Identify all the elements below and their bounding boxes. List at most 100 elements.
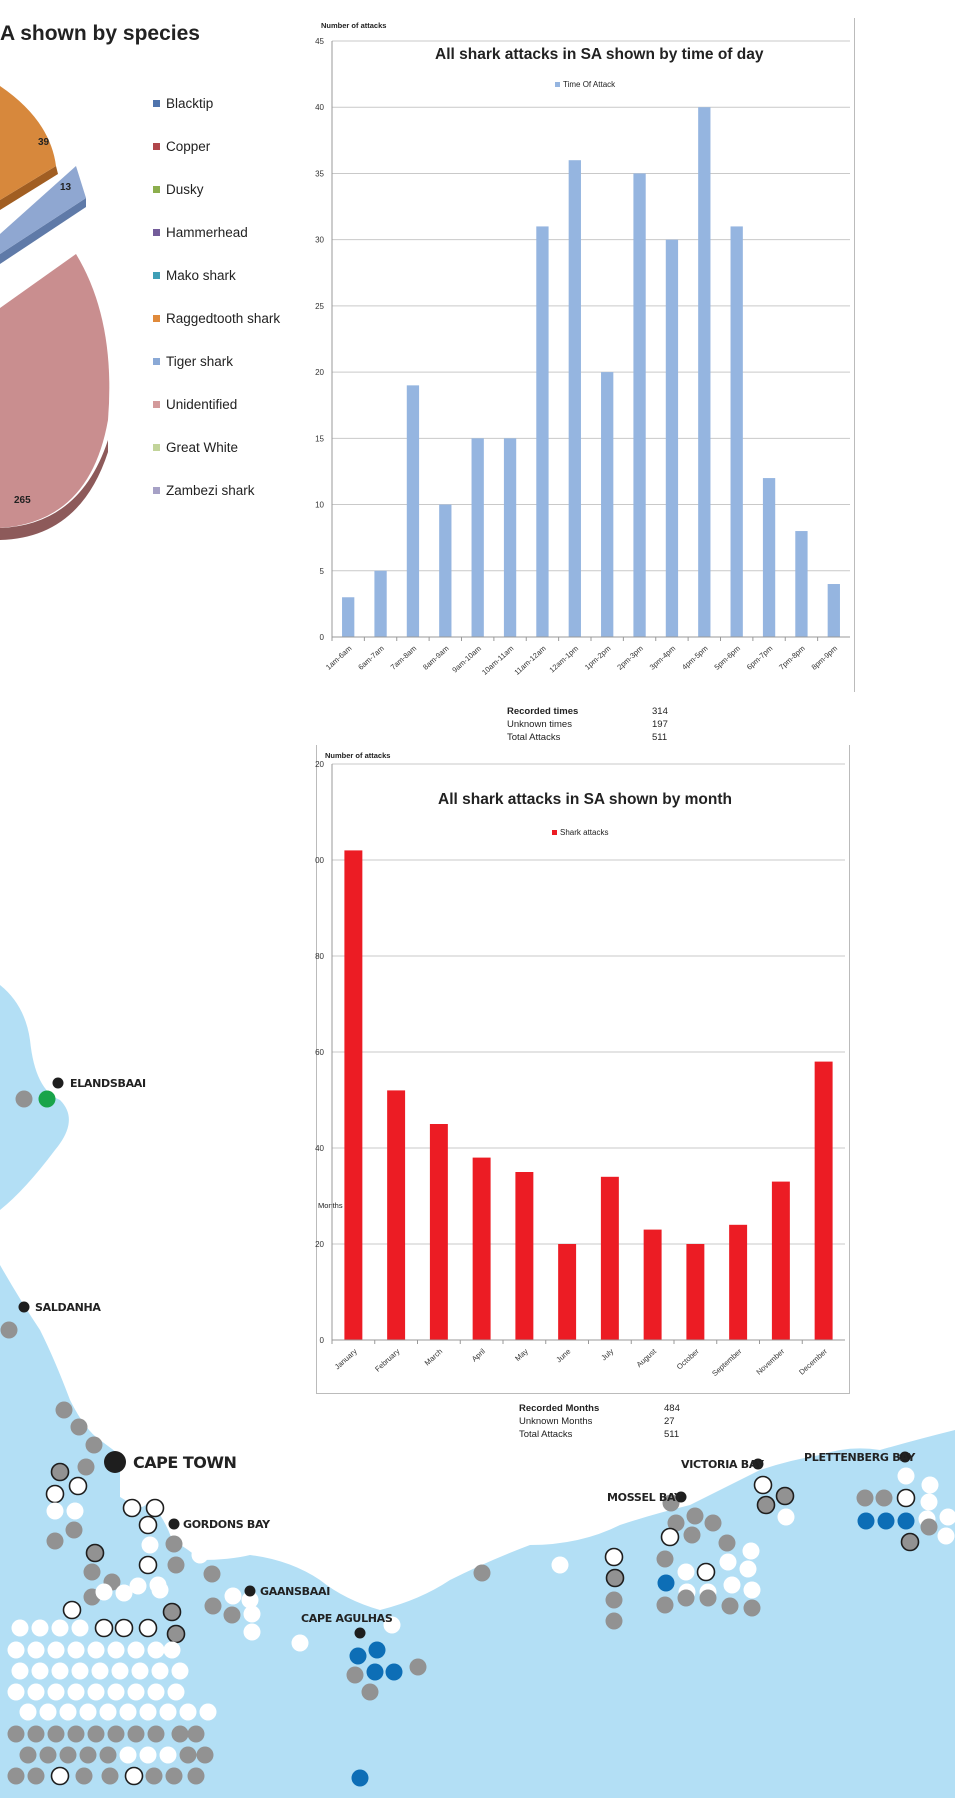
town-marker-plettenberg-bay: [899, 1451, 911, 1463]
legend-label: Blacktip: [166, 96, 214, 111]
town-marker-gaansbaai: [244, 1585, 256, 1597]
attack-dot: [87, 1725, 105, 1743]
place-label-elandsbaai: ELANDSBAAI: [70, 1077, 146, 1090]
attack-dot: [660, 1527, 680, 1547]
legend-swatch: [153, 487, 160, 494]
attack-dot: [145, 1767, 163, 1785]
attack-dot: [46, 1532, 64, 1550]
attack-dot: [65, 1521, 83, 1539]
month-legend-label: Shark attacks: [560, 828, 609, 837]
attack-dot: [51, 1619, 69, 1637]
x-tick-label: 8am-9am: [421, 644, 451, 672]
month-summary-row: Total Attacks 511: [519, 1428, 680, 1441]
y-tick-label: 00: [315, 856, 324, 865]
species-pie-chart: 39 13 265: [0, 86, 110, 540]
y-tick-label: 20: [315, 760, 324, 769]
attack-dot: [87, 1683, 105, 1701]
x-tick-label: 2pm-3pm: [615, 644, 645, 672]
x-tick-label: March: [423, 1347, 445, 1368]
legend-swatch: [153, 229, 160, 236]
legend-label: Copper: [166, 139, 211, 154]
attack-dot: [171, 1662, 189, 1680]
attack-dot: [167, 1556, 185, 1574]
attack-dot: [138, 1515, 158, 1535]
bar: [429, 1124, 448, 1340]
bar: [568, 160, 581, 637]
legend-label: Hammerhead: [166, 225, 248, 240]
x-tick-label: September: [710, 1346, 744, 1378]
attack-dot: [346, 1666, 364, 1684]
legend-swatch: [153, 100, 160, 107]
attack-dot: [139, 1703, 157, 1721]
pie-slice-tiger-side: [0, 198, 86, 264]
attack-dot: [79, 1703, 97, 1721]
bar: [387, 1090, 406, 1340]
month-summary-row: Unknown Months 27: [519, 1415, 680, 1428]
town-marker-saldanha: [18, 1301, 30, 1313]
attack-dot: [662, 1494, 680, 1512]
x-tick-label: January: [333, 1347, 359, 1372]
attack-dot: [753, 1475, 773, 1495]
species-legend-item: Copper: [153, 139, 210, 154]
legend-label: Dusky: [166, 182, 204, 197]
month-chart-ylabel: Number of attacks: [325, 751, 391, 760]
attack-dot: [743, 1599, 761, 1617]
attack-dot: [7, 1683, 25, 1701]
attack-dot: [62, 1600, 82, 1620]
time-of-day-chart-frame: [310, 18, 855, 692]
month-summary-row: Recorded Months 484: [519, 1402, 680, 1415]
attack-dot: [677, 1563, 695, 1581]
attack-dot: [224, 1587, 242, 1605]
attack-dot: [699, 1583, 717, 1601]
time-legend-swatch: [555, 82, 560, 87]
species-chart-title: A shown by species: [0, 22, 200, 45]
legend-swatch: [153, 444, 160, 451]
attack-dot: [19, 1703, 37, 1721]
y-tick-label: 15: [315, 434, 324, 443]
attack-dot: [7, 1725, 25, 1743]
y-tick-label: 20: [315, 368, 324, 377]
attack-dot: [349, 1647, 367, 1665]
bar: [600, 1176, 619, 1340]
attack-dot: [147, 1641, 165, 1659]
x-tick-label: April: [470, 1347, 487, 1364]
attack-dot: [920, 1518, 938, 1536]
x-tick-label: October: [675, 1346, 701, 1371]
attack-dot: [127, 1725, 145, 1743]
attack-dot: [67, 1683, 85, 1701]
species-legend-item: Dusky: [153, 182, 204, 197]
attack-dot: [667, 1514, 685, 1532]
summary-label: Recorded Months: [519, 1403, 600, 1414]
attack-dot: [605, 1591, 623, 1609]
legend-label: Tiger shark: [166, 354, 234, 369]
attack-dot: [27, 1767, 45, 1785]
attack-dot: [15, 1090, 33, 1108]
attack-dot: [47, 1683, 65, 1701]
attack-dot: [605, 1612, 623, 1630]
attack-dot: [66, 1502, 84, 1520]
summary-value: 511: [652, 732, 668, 743]
attack-dot: [657, 1574, 675, 1592]
x-tick-label: 11am-12am: [512, 644, 547, 677]
attack-dot: [937, 1527, 955, 1545]
attack-dot: [85, 1436, 103, 1454]
attack-dot: [107, 1725, 125, 1743]
attack-dot: [159, 1703, 177, 1721]
attack-dot: [777, 1508, 795, 1526]
attack-dot: [7, 1767, 25, 1785]
summary-label: Unknown Months: [519, 1416, 593, 1427]
attack-dot: [31, 1619, 49, 1637]
pie-label-raggedtooth: 39: [38, 137, 50, 148]
attack-dot: [361, 1683, 379, 1701]
y-tick-label: 25: [315, 302, 324, 311]
attack-dot: [686, 1507, 704, 1525]
town-marker-cape-agulhas: [354, 1627, 366, 1639]
attack-dot: [366, 1663, 384, 1681]
attack-dot: [71, 1619, 89, 1637]
time-summary-row: Unknown times 197: [507, 718, 668, 731]
legend-swatch: [153, 272, 160, 279]
attack-dot: [223, 1606, 241, 1624]
attack-dot: [99, 1746, 117, 1764]
species-legend-item: Mako shark: [153, 268, 236, 283]
